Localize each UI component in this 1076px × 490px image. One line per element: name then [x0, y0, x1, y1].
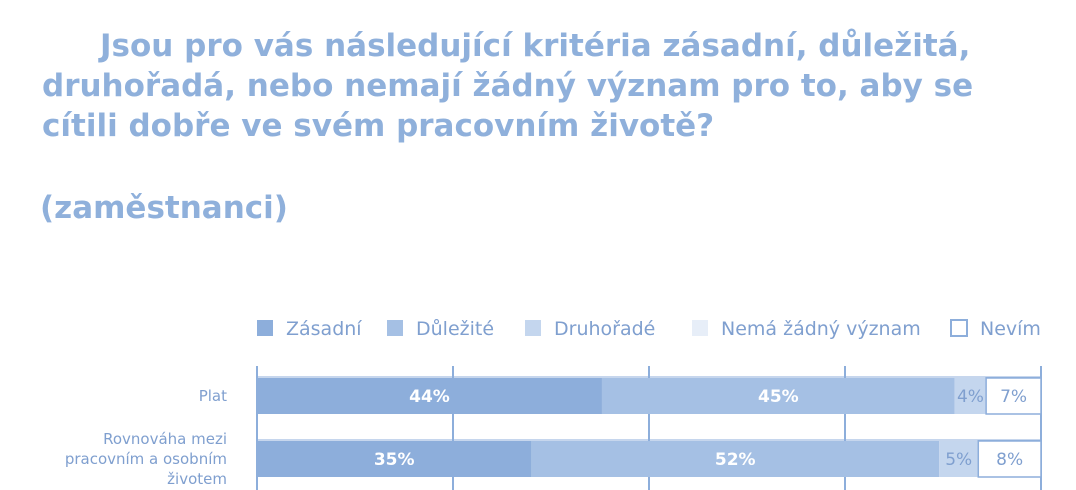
- category-label: Plat: [199, 387, 227, 405]
- data-label: 35%: [374, 450, 415, 470]
- bar-zasadni: [257, 378, 602, 414]
- legend-label-nevim: Nevím: [980, 318, 1041, 340]
- legend-swatch-nevim: [950, 319, 968, 337]
- data-label: 8%: [996, 450, 1023, 470]
- data-label: 45%: [758, 387, 799, 407]
- data-label: 52%: [715, 450, 756, 470]
- bar-nevim: [977, 440, 1042, 478]
- bar-dulezite: [531, 441, 940, 477]
- data-label: 5%: [945, 450, 972, 470]
- legend: Zásadní Důležité Druhořadé Nemá žádný význa…: [257, 318, 1041, 340]
- chart-subtitle: (zaměstnanci): [40, 190, 288, 226]
- data-label: 44%: [409, 387, 450, 407]
- legend-label-zasadni: Zásadní: [286, 318, 362, 340]
- legend-swatch-druhorade: [525, 320, 541, 336]
- bar-dulezite: [601, 378, 955, 414]
- category-labels: Plat Rovnováha mezi pracovním a osobním živ…: [65, 387, 227, 488]
- legend-label-nema-zadny-vyznam: Nemá žádný význam: [721, 318, 921, 340]
- data-label: 7%: [1000, 387, 1027, 407]
- bar-druhorade: [939, 441, 979, 477]
- bars: [257, 377, 1042, 478]
- bar-zasadni: [257, 441, 532, 477]
- bar-nevim: [985, 377, 1042, 415]
- legend-swatch-dulezite: [387, 320, 403, 336]
- category-label: Rovnováha mezi pracovním a osobním životem: [65, 430, 227, 488]
- data-label: 4%: [957, 387, 984, 407]
- legend-swatch-nema-zadny-vyznam: [692, 320, 708, 336]
- data-labels: 44% 45% 4% 7% 35% 52% 5% 8%: [374, 387, 1027, 470]
- bar-druhorade: [954, 378, 987, 414]
- chart-title: Jsou pro vás následující kritéria zásadn…: [42, 28, 974, 144]
- legend-swatch-zasadni: [257, 320, 273, 336]
- legend-label-dulezite: Důležité: [416, 318, 494, 340]
- legend-label-druhorade: Druhořadé: [554, 318, 655, 340]
